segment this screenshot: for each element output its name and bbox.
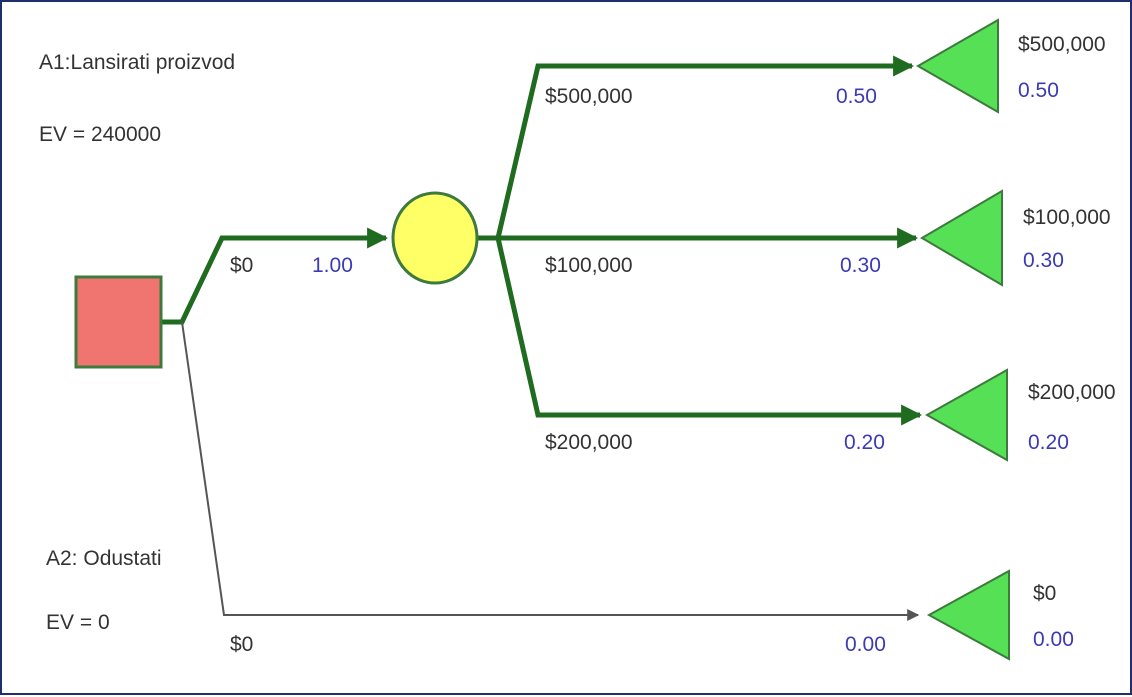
branch-a2-value: $0 [230,633,254,656]
terminal-2-payoff: $100,000 [1023,206,1111,229]
branch-a1-value: $0 [230,254,254,277]
terminal-3-payoff: $200,000 [1028,381,1116,404]
terminal-1-probability: 0.50 [1018,79,1059,102]
chance-node[interactable] [391,191,479,285]
branch-a1 [160,227,389,325]
chance-branch-3 [495,237,923,426]
terminal-3-probability: 0.20 [1028,431,1069,454]
terminal-4-probability: 0.00 [1033,628,1074,651]
terminal-node-4[interactable] [926,569,1010,661]
alternative-a1-name: A1:Lansirati proizvod [39,51,236,74]
terminal-2-probability: 0.30 [1023,249,1064,272]
terminal-4-payoff: $0 [1033,582,1057,605]
chance-branch-1-probability: 0.50 [836,85,877,108]
decision-node[interactable] [74,275,163,369]
branch-a2-probability: 0.00 [845,633,886,656]
alternative-a2-name: A2: Odustati [46,547,162,570]
branch-a1-probability: 1.00 [312,254,353,277]
terminal-node-1[interactable] [915,18,999,114]
alternative-a1-ev: EV = 240000 [39,123,162,146]
chance-branch-3-probability: 0.20 [844,431,885,454]
branch-a2 [181,321,920,621]
chance-branch-3-value: $200,000 [545,431,633,454]
chance-branch-1-value: $500,000 [545,85,633,108]
terminal-1-payoff: $500,000 [1018,33,1106,56]
alternative-a2-ev: EV = 0 [46,611,110,634]
chance-branch-2-value: $100,000 [545,254,633,277]
chance-branch-1 [495,55,915,239]
chance-branch-2-probability: 0.30 [840,254,881,277]
terminal-node-3[interactable] [924,368,1008,462]
terminal-node-2[interactable] [920,189,1003,287]
